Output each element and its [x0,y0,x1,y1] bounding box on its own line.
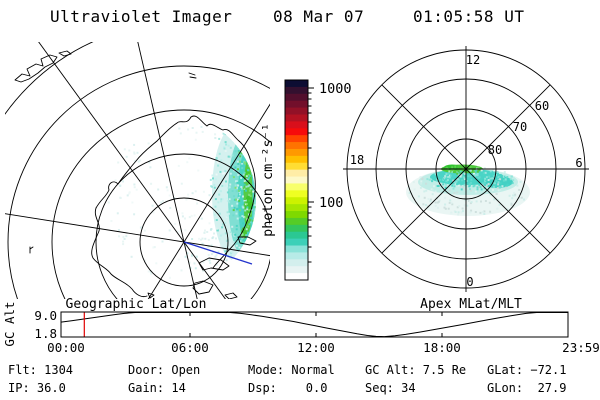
status-mode: Mode: Normal [248,363,335,377]
page-title: Ultraviolet Imager [50,7,232,26]
strip-chart-ticks [189,312,443,337]
mlat-label-80: 80 [488,143,502,157]
apex-panel-caption: Apex MLat/MLT [420,297,522,312]
status-glat: GLat: −72.1 [487,363,567,377]
geo-coastlines [14,50,257,299]
strip-xtick-1200: 12:00 [297,340,335,355]
status-dsp: Dsp: 0.0 [248,381,328,395]
status-door: Door: Open [128,363,201,377]
header-date: 08 Mar 07 [273,7,364,26]
strip-ylabel: GC Alt [2,301,17,346]
mlt-label-12: 12 [466,53,480,67]
mlt-label-0: 0 [466,275,473,289]
header: Ultraviolet Imager 08 Mar 07 01:05:58 UT [50,7,524,26]
geo-panel-caption: Geographic Lat/Lon [66,297,207,312]
strip-ytick-bottom: 1.8 [34,326,57,341]
strip-ytick-top: 9.0 [34,308,57,323]
status-ip: IP: 36.0 [8,381,66,395]
strip-xtick-0600: 06:00 [171,340,209,355]
strip-xtick-2359: 23:59 [562,340,600,355]
colorbar-tick-1000: 1000 [319,81,352,97]
geo-aurora-image [107,120,256,280]
colorbar: 1000 100 photon cm⁻²s⁻¹ [260,79,352,281]
header-time: 01:05:58 UT [413,7,524,26]
colorbar-gradient [285,80,308,281]
status-flt: Flt: 1304 [8,363,74,377]
apex-polar-grid [343,46,589,292]
status-gain: Gain: 14 [128,381,186,395]
colorbar-ticks [308,87,314,263]
mlat-label-60: 60 [535,99,549,113]
status-gc-alt: GC Alt: 7.5 Re [365,363,467,377]
mlat-label-70: 70 [513,120,527,134]
apex-polar-panel: 12 18 6 0 80 70 60 [343,46,589,292]
colorbar-tick-100: 100 [319,195,343,211]
strip-xtick-0000: 00:00 [47,340,85,355]
colorbar-unit-label: photon cm⁻²s⁻¹ [260,123,276,237]
mlt-label-18: 18 [350,153,364,167]
status-glon: GLon: 27.9 [487,381,567,395]
mlt-label-6: 6 [575,156,582,170]
gc-alt-curve [60,312,568,338]
strip-xtick-1800: 18:00 [423,340,461,355]
gc-alt-strip-chart: GC Alt 9.0 1.8 00:00 06:00 12:00 18:00 2… [2,301,600,355]
satellite-track-line [183,241,253,265]
status-seq: Seq: 34 [365,381,416,395]
